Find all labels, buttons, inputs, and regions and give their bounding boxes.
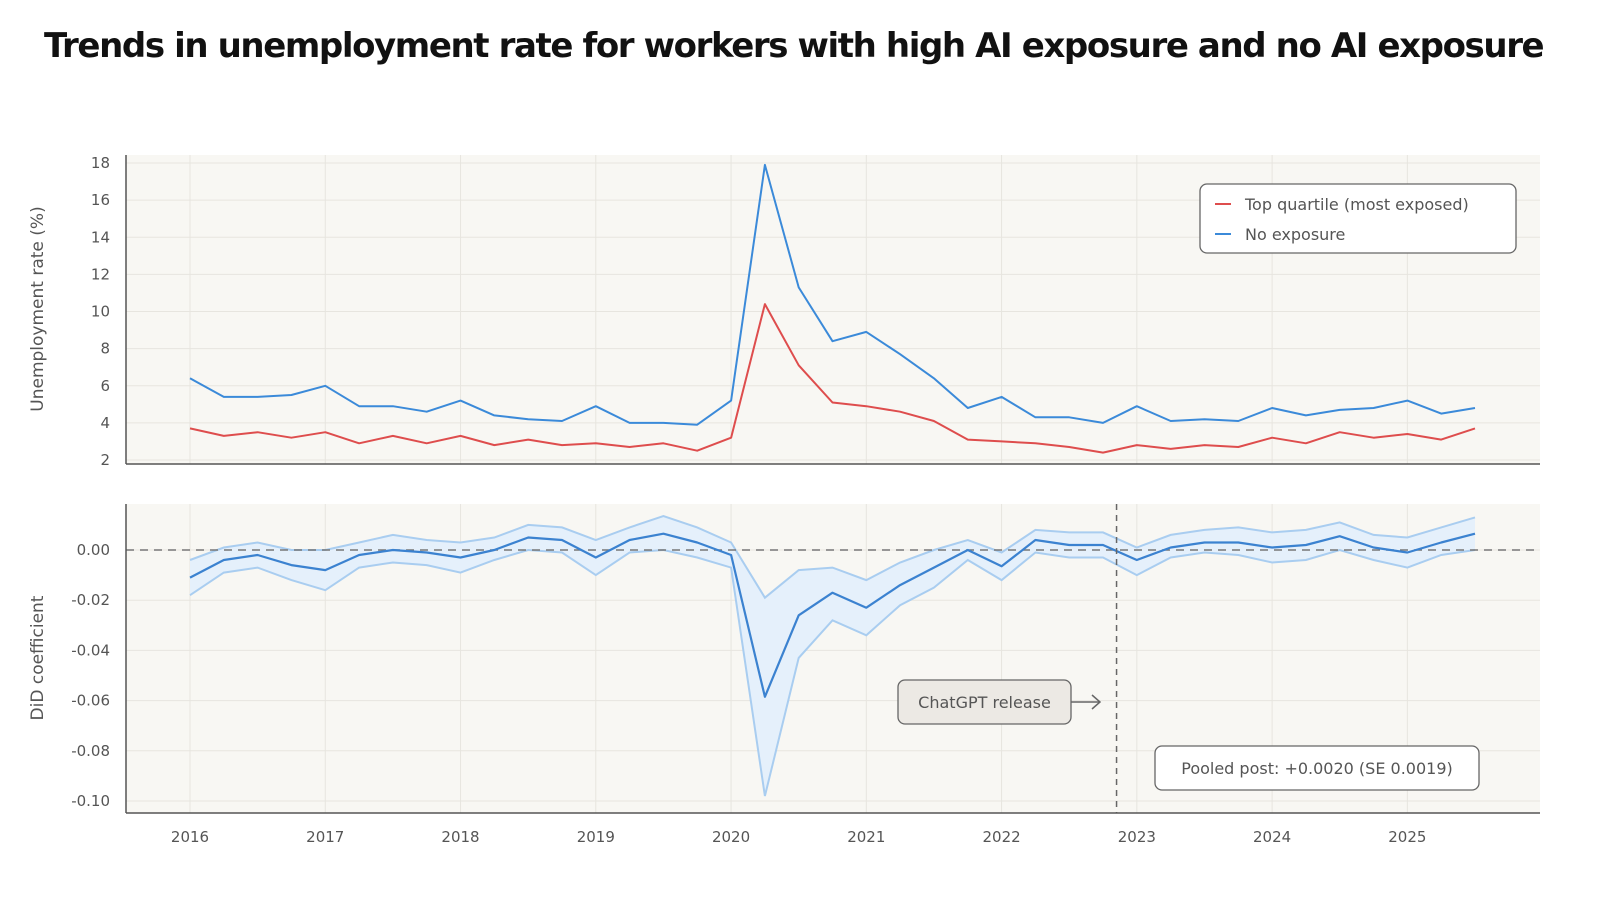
did-coefficient-series [189,532,1476,698]
did-ci-upper-line [189,515,1476,600]
top-panel-y-tick-labels: 2 4 6 8 10 12 14 16 18 [91,154,110,469]
bottom-y-tick-label: -0.10 [71,792,110,810]
chart-title: Trends in unemployment rate for workers … [44,26,1545,66]
top-y-tick-label: 2 [100,451,110,469]
did-ci-fill [190,516,1475,796]
bottom-panel-y-tick-labels: 0.00 -0.02 -0.04 -0.06 -0.08 -0.10 [71,541,110,810]
top-y-tick-label: 16 [91,191,110,209]
legend-label-top-quartile: Top quartile (most exposed) [1244,195,1469,214]
top-y-tick-label: 12 [91,265,110,283]
did-confidence-band [189,515,1476,797]
top-y-tick-label: 6 [100,377,110,395]
pooled-post-label: Pooled post: +0.0020 (SE 0.0019) [1181,759,1453,778]
legend: Top quartile (most exposed) No exposure [1199,183,1517,254]
x-tick-label: 2019 [577,828,615,846]
x-tick-label: 2022 [982,828,1020,846]
x-tick-label: 2024 [1253,828,1291,846]
pooled-post-box [1154,745,1480,791]
top-y-tick-label: 4 [100,414,110,432]
x-tick-label: 2017 [306,828,344,846]
did-ci-lower-line [189,548,1476,797]
top-y-tick-label: 18 [91,154,110,172]
x-tick-label: 2023 [1118,828,1156,846]
bottom-panel-y-axis-title: DiD coefficient [28,595,48,720]
top-y-tick-label: 8 [100,340,110,358]
bottom-y-tick-label: -0.08 [71,742,110,760]
top-y-tick-label: 14 [91,228,110,246]
no-exposure-line [189,163,1476,426]
bottom-y-tick-label: -0.06 [71,692,110,710]
x-tick-label: 2016 [171,828,209,846]
pooled-post-annotation: Pooled post: +0.0020 (SE 0.0019) [1154,745,1480,791]
x-tick-labels: 2016 2017 2018 2019 2020 2021 2022 2023 2024 2025 [171,828,1427,846]
top-y-tick-label: 10 [91,303,110,321]
top-panel-y-axis-title: Unemployment rate (%) [28,206,48,411]
legend-box [1199,183,1517,254]
did-coefficient-line [189,532,1476,698]
top-quartile-line [189,303,1476,454]
unemployment-rate-panel: 2 4 6 8 10 12 14 16 18 Unemployment rate (%) Top… [28,154,1540,469]
bottom-y-tick-label: -0.04 [71,641,110,659]
top-panel-series-lines [189,163,1476,454]
legend-label-no-exposure: No exposure [1245,225,1345,244]
chatgpt-release-label: ChatGPT release [918,693,1051,712]
x-tick-label: 2025 [1388,828,1426,846]
did-coefficient-panel: 0.00-0.02-0.04-0.06-0.08-0.10 2016 2017 20… [28,504,1540,846]
bottom-y-tick-label: 0.00 [77,541,110,559]
chatgpt-release-annotation: ChatGPT release [897,679,1102,725]
bottom-y-tick-label: -0.02 [71,591,110,609]
x-tick-label: 2021 [847,828,885,846]
x-tick-label: 2020 [712,828,750,846]
x-tick-label: 2018 [441,828,479,846]
arrow-right-icon [1071,694,1102,710]
